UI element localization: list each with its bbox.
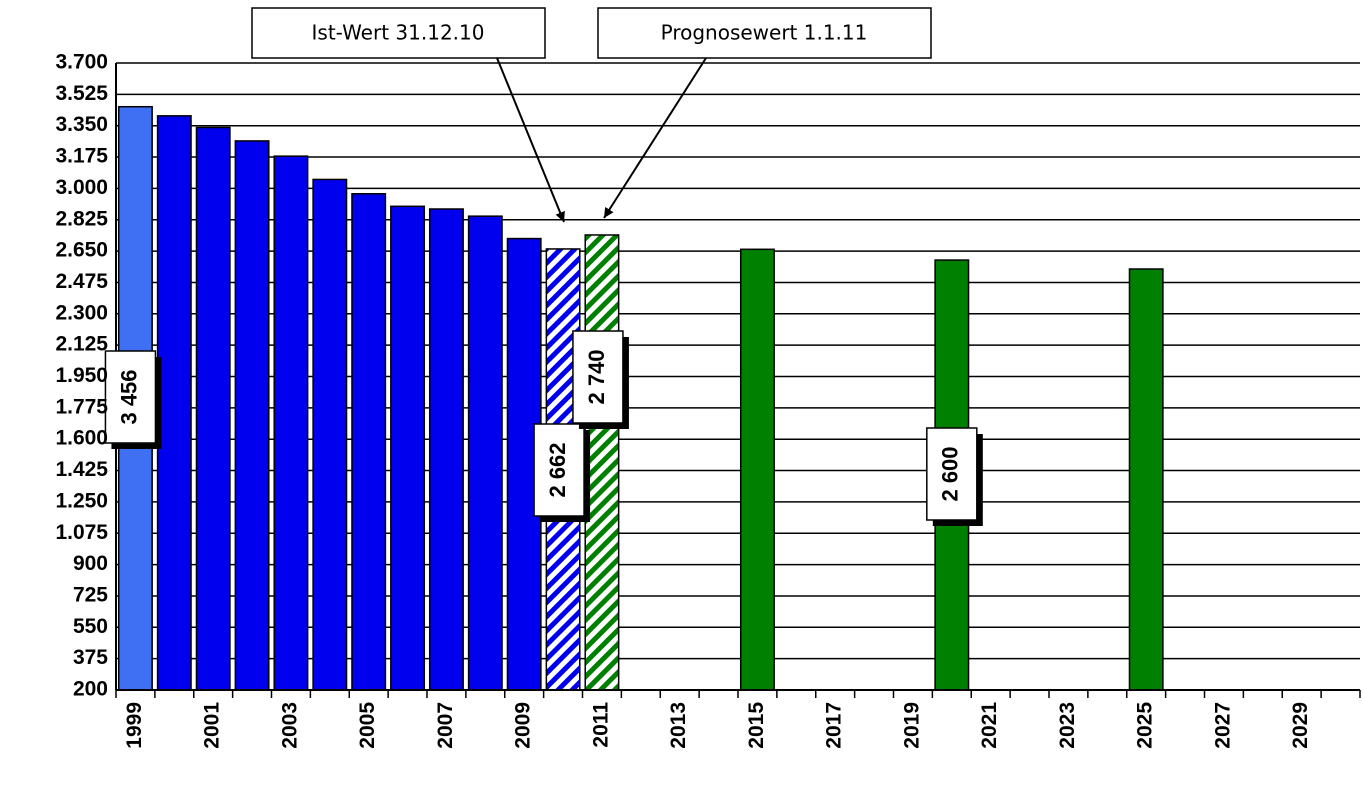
y-tick-label: 375 xyxy=(73,646,108,669)
x-tick-label: 2001 xyxy=(201,702,224,749)
y-tick-label: 900 xyxy=(73,552,108,575)
x-tick-label: 2023 xyxy=(1056,702,1079,749)
x-tick-label: 2003 xyxy=(278,702,301,749)
y-tick-label: 1.775 xyxy=(55,395,108,418)
value-label-box xyxy=(572,330,624,424)
x-tick-label: 2015 xyxy=(745,702,768,749)
value-label-box xyxy=(104,350,157,444)
annotation-arrow xyxy=(496,57,565,223)
value-labels: 3 456 2 662 2 740 2 600 xyxy=(104,330,983,526)
x-tick-label: 2005 xyxy=(356,702,379,749)
bars xyxy=(117,105,1164,691)
y-tick-label: 3.525 xyxy=(55,82,108,105)
bar xyxy=(739,248,775,691)
bar xyxy=(156,115,192,691)
y-tick-label: 3.700 xyxy=(55,51,108,74)
x-tick-label: 2025 xyxy=(1134,702,1157,749)
bar xyxy=(584,234,620,691)
y-tick-label: 725 xyxy=(73,583,108,606)
y-tick-label: 1.600 xyxy=(55,427,108,450)
bar xyxy=(1128,268,1164,691)
y-tick-label: 1.250 xyxy=(55,489,108,512)
y-tick-label: 2.825 xyxy=(55,207,108,230)
y-tick-label: 200 xyxy=(73,678,108,701)
x-tick-label: 2009 xyxy=(512,702,535,749)
value-label-box xyxy=(533,423,585,517)
annotation-box xyxy=(251,7,546,59)
bar xyxy=(467,215,503,691)
value-label: 3 456 xyxy=(116,369,141,424)
value-label-box xyxy=(926,427,978,521)
x-tick-label: 2011 xyxy=(589,702,612,748)
annotation: Prognosewert 1.1.11 xyxy=(661,21,868,45)
value-label: 2 662 xyxy=(545,442,570,497)
y-tick-label: 1.425 xyxy=(55,458,108,481)
bar xyxy=(195,126,231,691)
annotation: Ist-Wert 31.12.10 xyxy=(312,21,485,45)
y-tick-label: 3.175 xyxy=(55,145,108,168)
bar xyxy=(273,155,309,691)
y-tick-label: 3.350 xyxy=(55,113,108,136)
y-tick-label: 2.300 xyxy=(55,301,108,324)
y-tick-label: 2.475 xyxy=(55,270,108,293)
y-tick-label: 1.075 xyxy=(55,521,108,544)
x-tick-label: 1999 xyxy=(123,702,146,749)
x-tick-label: 2017 xyxy=(823,702,846,749)
x-tick-label: 2007 xyxy=(434,702,457,749)
bar xyxy=(312,178,348,691)
annotation-arrow xyxy=(603,57,707,219)
bar xyxy=(428,208,464,691)
x-tick-label: 2019 xyxy=(900,702,923,749)
y-tick-label: 550 xyxy=(73,615,108,638)
x-tick-label: 2021 xyxy=(978,702,1001,749)
x-tick-label: 2027 xyxy=(1211,702,1234,749)
y-tick-label: 2.125 xyxy=(55,333,108,356)
y-tick-label: 1.950 xyxy=(55,364,108,387)
annotation-box xyxy=(597,7,932,59)
bar xyxy=(351,193,387,691)
bar xyxy=(234,140,270,691)
value-label: 2 600 xyxy=(938,446,963,501)
x-tick-label: 2029 xyxy=(1289,702,1312,749)
value-label: 2 740 xyxy=(584,349,609,404)
y-tick-label: 2.650 xyxy=(55,239,108,262)
x-tick-label: 2013 xyxy=(667,702,690,749)
y-tick-label: 3.000 xyxy=(55,176,108,199)
bar xyxy=(390,205,426,691)
